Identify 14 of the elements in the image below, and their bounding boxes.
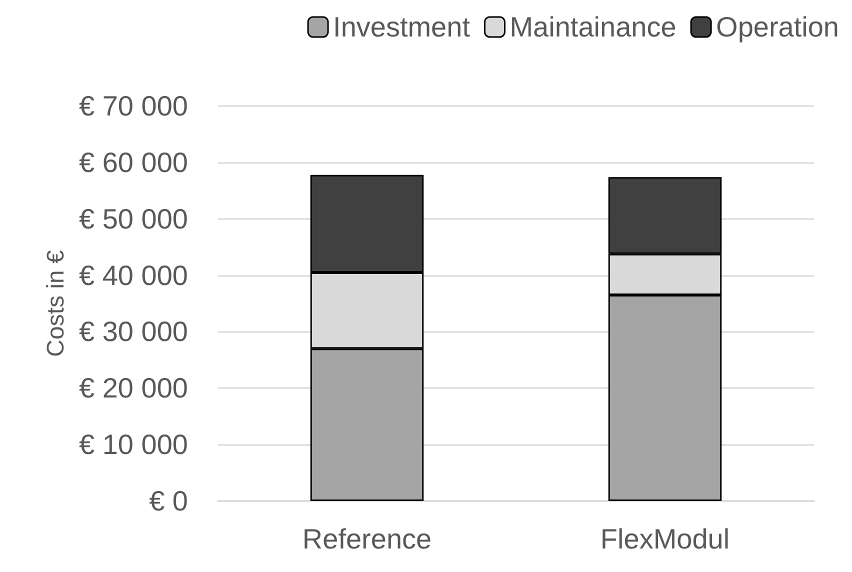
y-tick-label: € 30 000	[79, 316, 188, 348]
y-tick-label: € 0	[149, 486, 188, 516]
legend-label: Investment	[333, 12, 470, 42]
legend-label: Maintainance	[510, 12, 676, 42]
x-tick-label: FlexModul	[600, 524, 730, 554]
y-tick-label: € 50 000	[79, 203, 188, 234]
y-tick-label: € 70 000	[79, 90, 188, 122]
y-axis-title: Costs in €	[42, 249, 70, 357]
x-tick-label: Reference	[302, 524, 432, 554]
y-tick-label: € 40 000	[79, 260, 188, 291]
y-tick-label: € 20 000	[79, 372, 188, 404]
y-tick-label: € 60 000	[79, 146, 188, 178]
legend-label: Operation	[716, 12, 840, 42]
y-tick-label: € 10 000	[79, 429, 188, 460]
